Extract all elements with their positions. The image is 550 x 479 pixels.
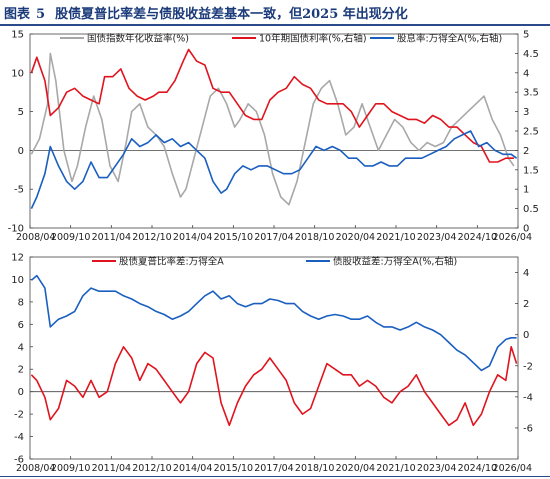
top-right-tick-label: 2.5 <box>523 127 539 138</box>
top-left-tick-label: 15 <box>11 30 24 41</box>
bottom-x-tick-label: 2009/10 <box>51 463 90 474</box>
bottom-x-tick-label: 2017/04 <box>254 463 293 474</box>
figure-title-text: 股债夏普比率差与债股收益差基本一致，但2025 年出现分化 <box>55 7 408 22</box>
bottom-x-tick-label: 2021/10 <box>376 463 415 474</box>
top-x-tick-label: 2015/10 <box>214 232 253 243</box>
bottom-right-tick-label: -2 <box>523 361 533 372</box>
top-right-tick-label: 1 <box>523 185 529 196</box>
top-x-tick-label: 2011/04 <box>92 232 131 243</box>
top-x-tick-label: 2023/04 <box>417 232 456 243</box>
top-x-tick-label: 2008/04 <box>16 232 55 243</box>
bottom-left-tick-label: 12 <box>11 253 24 264</box>
top-right-tick-label: 0.5 <box>523 204 539 215</box>
top-x-tick-label: 2024/10 <box>458 232 497 243</box>
bottom-left-tick-label: -4 <box>14 432 24 443</box>
bottom-right-tick-label: -4 <box>523 392 533 403</box>
top-legend-label-3: 股息率:万得全A(%,右轴) <box>397 33 502 45</box>
top-left-tick-label: 10 <box>11 68 24 79</box>
bottom-right-tick-label: -6 <box>523 423 533 434</box>
bottom-x-tick-label: 2023/04 <box>417 463 456 474</box>
top-series-line-3 <box>30 130 518 209</box>
bottom-plot-frame <box>29 256 519 460</box>
bottom-x-tick-label: 2015/10 <box>214 463 253 474</box>
top-legend-label-1: 国债指数年化收益率(%) <box>87 33 189 45</box>
bottom-x-tick-label: 2018/10 <box>295 463 334 474</box>
top-series-line-2 <box>30 48 514 163</box>
bottom-legend-label-1: 股债夏普比率差:万得全A <box>119 256 224 268</box>
bottom-x-tick-label: 2026/04 <box>493 463 532 474</box>
top-x-tick-label: 2009/10 <box>51 232 90 243</box>
bottom-right-tick-label: 4 <box>523 268 529 279</box>
bottom-series-line-1 <box>30 346 518 427</box>
top-left-tick-label: 0 <box>18 146 24 157</box>
top-x-tick-label: 2017/04 <box>254 232 293 243</box>
bottom-x-tick-label: 2008/04 <box>16 463 55 474</box>
bottom-x-tick-label: 2011/04 <box>92 463 131 474</box>
bottom-right-tick-label: 0 <box>523 330 529 341</box>
title-rule <box>0 24 550 26</box>
top-left-tick-label: 5 <box>18 107 24 118</box>
top-x-tick-label: 2026/04 <box>493 232 532 243</box>
figure-title: 图表 5 股债夏普比率差与债股收益差基本一致，但2025 年出现分化 <box>4 3 408 22</box>
bottom-left-tick-label: -6 <box>14 455 24 466</box>
top-x-tick-label: 2012/10 <box>132 232 171 243</box>
top-right-tick-label: 3.5 <box>523 88 539 99</box>
bottom-right-tick-label: 2 <box>523 299 529 310</box>
bottom-left-tick-label: 0 <box>18 387 24 398</box>
bottom-legend-label-2: 债股收益差:万得全A(%,右轴) <box>333 256 457 268</box>
bottom-left-tick-label: 8 <box>18 297 24 308</box>
bottom-x-tick-label: 2020/04 <box>336 463 375 474</box>
bottom-series-line-2 <box>30 274 517 372</box>
chart-top: -10-505101500.511.522.533.544.552008/042… <box>8 30 539 244</box>
top-x-tick-label: 2018/10 <box>295 232 334 243</box>
top-series-line-1 <box>30 52 515 206</box>
top-right-tick-label: 5 <box>523 30 529 41</box>
bottom-x-tick-label: 2012/10 <box>132 463 171 474</box>
top-legend-label-2: 10年期国债利率(%,右轴) <box>259 33 367 45</box>
top-right-tick-label: 3 <box>523 107 529 118</box>
bottom-left-tick-label: 6 <box>18 320 24 331</box>
bottom-x-tick-label: 2014/04 <box>173 463 212 474</box>
top-left-tick-label: -10 <box>8 224 24 235</box>
bottom-left-tick-label: 2 <box>18 365 24 376</box>
top-right-tick-label: 0 <box>523 224 529 235</box>
top-right-tick-label: 4.5 <box>523 49 539 60</box>
top-right-tick-label: 4 <box>523 68 529 79</box>
bottom-left-tick-label: -2 <box>14 410 24 421</box>
top-x-tick-label: 2021/10 <box>376 232 415 243</box>
top-right-tick-label: 1.5 <box>523 165 539 176</box>
figure-number: 5 <box>36 7 46 22</box>
top-left-tick-label: -5 <box>14 185 24 196</box>
top-x-tick-label: 2020/04 <box>336 232 375 243</box>
top-x-tick-label: 2014/04 <box>173 232 212 243</box>
bottom-left-tick-label: 10 <box>11 275 24 286</box>
figure-label: 图表 <box>4 7 31 22</box>
bottom-left-tick-label: 4 <box>18 342 24 353</box>
bottom-rule <box>0 476 550 477</box>
bottom-x-tick-label: 2024/10 <box>458 463 497 474</box>
top-right-tick-label: 2 <box>523 146 529 157</box>
